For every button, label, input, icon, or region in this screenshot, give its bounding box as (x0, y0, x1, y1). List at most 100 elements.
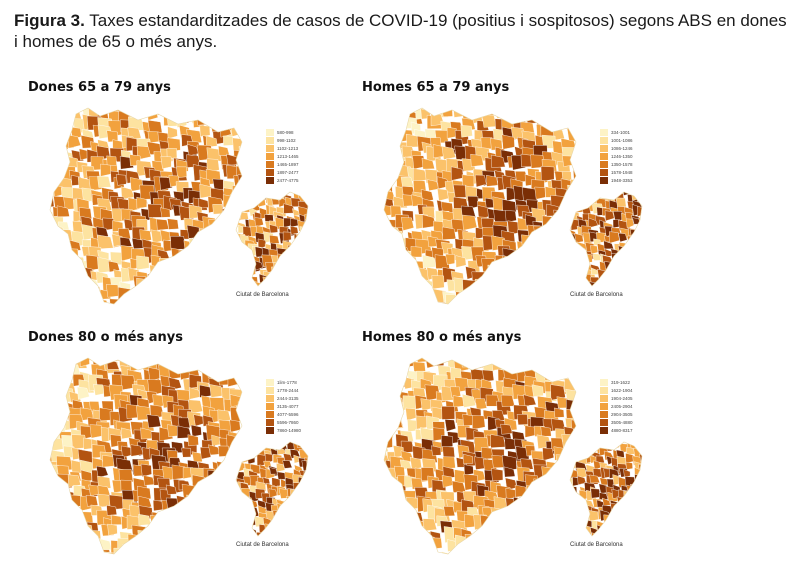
abs-area (570, 511, 572, 521)
abs-area (172, 296, 185, 304)
abs-area (38, 359, 49, 369)
abs-area (57, 280, 73, 293)
abs-area (634, 276, 642, 285)
abs-area (570, 505, 573, 517)
abs-area (293, 525, 305, 536)
abs-area (219, 499, 234, 514)
legend-label: 319-1622 (611, 379, 631, 385)
abs-area (455, 255, 467, 268)
abs-area (470, 153, 484, 167)
abs-area (61, 531, 76, 548)
abs-area (276, 462, 286, 473)
abs-area (69, 520, 83, 533)
abs-area (190, 534, 203, 547)
abs-area (570, 458, 572, 470)
abs-area (283, 183, 293, 191)
barcelona-inset-map-outline (235, 191, 309, 287)
abs-area (304, 288, 313, 299)
abs-area (120, 479, 133, 492)
abs-area (215, 487, 231, 503)
abs-area (50, 534, 57, 547)
abs-area (583, 297, 595, 309)
abs-area (384, 358, 389, 366)
abs-area (160, 358, 176, 367)
abs-area (212, 108, 227, 113)
abs-area (236, 254, 243, 266)
abs-area (210, 268, 222, 280)
abs-area (573, 408, 576, 424)
abs-area (315, 538, 325, 545)
abs-area (51, 389, 65, 403)
abs-area (491, 271, 507, 287)
abs-area (576, 260, 587, 269)
abs-area (238, 271, 242, 286)
abs-area (297, 281, 308, 286)
abs-area (521, 234, 538, 251)
abs-area (561, 108, 576, 124)
abs-area (542, 255, 554, 267)
legend-swatch (266, 402, 274, 410)
abs-area (431, 445, 442, 456)
abs-area (236, 192, 246, 196)
abs-area (625, 218, 634, 229)
abs-area (625, 461, 633, 470)
abs-area (248, 361, 260, 374)
barcelona-inset-label: Ciutat de Barcelona (236, 542, 289, 548)
map-panel-dones-80-mes: Dones 80 o més anys Ciutat de Barcelona 1l… (28, 330, 368, 570)
abs-area (607, 442, 618, 447)
abs-area (647, 211, 657, 222)
abs-area (632, 287, 639, 294)
abs-area (170, 269, 186, 282)
abs-area (211, 225, 223, 238)
abs-area (384, 108, 388, 117)
abs-area (236, 193, 242, 206)
abs-area (384, 155, 385, 169)
abs-area (188, 238, 202, 251)
abs-area (283, 503, 296, 515)
abs-area (623, 262, 634, 274)
abs-area (588, 510, 599, 522)
abs-area (394, 108, 410, 121)
abs-area (277, 253, 287, 264)
abs-area (61, 305, 74, 319)
abs-area (231, 444, 242, 461)
abs-area (582, 95, 596, 110)
abs-area (50, 120, 67, 136)
map-legend: 334-1001 1001-1086 1086-1246 1246-1350 1350-… (600, 128, 644, 184)
abs-area (141, 297, 157, 304)
legend-item: 2477-4775 (266, 176, 310, 184)
abs-area (198, 497, 212, 510)
abs-area (122, 544, 139, 554)
abs-area (590, 488, 601, 499)
legend-label: 1246-1350 (611, 153, 633, 159)
abs-area (522, 260, 535, 272)
abs-area (561, 259, 573, 272)
panel-title: Homes 80 o més anys (362, 330, 522, 345)
abs-area (578, 193, 590, 206)
abs-area (554, 520, 567, 532)
abs-area (625, 452, 635, 464)
abs-area (162, 528, 178, 543)
abs-area (564, 486, 576, 502)
map-legend: 1lim-1778 1778-2444 2444-3135 3135-4077 4077… (266, 378, 310, 434)
abs-area (441, 435, 453, 448)
abs-area (612, 509, 623, 519)
abs-area (609, 231, 620, 244)
abs-area (156, 108, 170, 116)
map-panel-homes-80-mes: Homes 80 o més anys Ciutat de Barcelona 31… (362, 330, 702, 570)
legend-swatch (266, 144, 274, 152)
abs-area (269, 234, 280, 244)
barcelona-inset-label: Ciutat de Barcelona (570, 292, 623, 298)
abs-area (220, 108, 235, 109)
abs-area (199, 310, 212, 320)
abs-area (40, 556, 55, 570)
abs-area (504, 210, 517, 223)
legend-item: 3135-4077 (266, 402, 310, 410)
abs-area (384, 529, 387, 545)
abs-area (135, 537, 151, 553)
abs-area (564, 554, 579, 568)
abs-area (238, 249, 242, 265)
abs-area (50, 484, 63, 498)
abs-area (50, 524, 56, 536)
abs-area (493, 534, 505, 546)
